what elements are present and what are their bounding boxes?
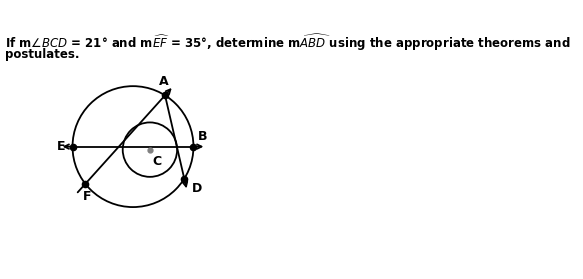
Text: D: D — [191, 182, 202, 194]
Text: postulates.: postulates. — [5, 49, 79, 61]
Text: B: B — [198, 130, 207, 143]
Text: F: F — [83, 190, 91, 203]
Text: If m$\angle BCD$ = 21° and m$\widehat{EF}$ = 35°, determine m$\widehat{ABD}$ usi: If m$\angle BCD$ = 21° and m$\widehat{EF… — [5, 33, 570, 53]
Text: E: E — [57, 140, 65, 153]
Text: C: C — [153, 155, 162, 168]
Text: A: A — [159, 75, 168, 88]
